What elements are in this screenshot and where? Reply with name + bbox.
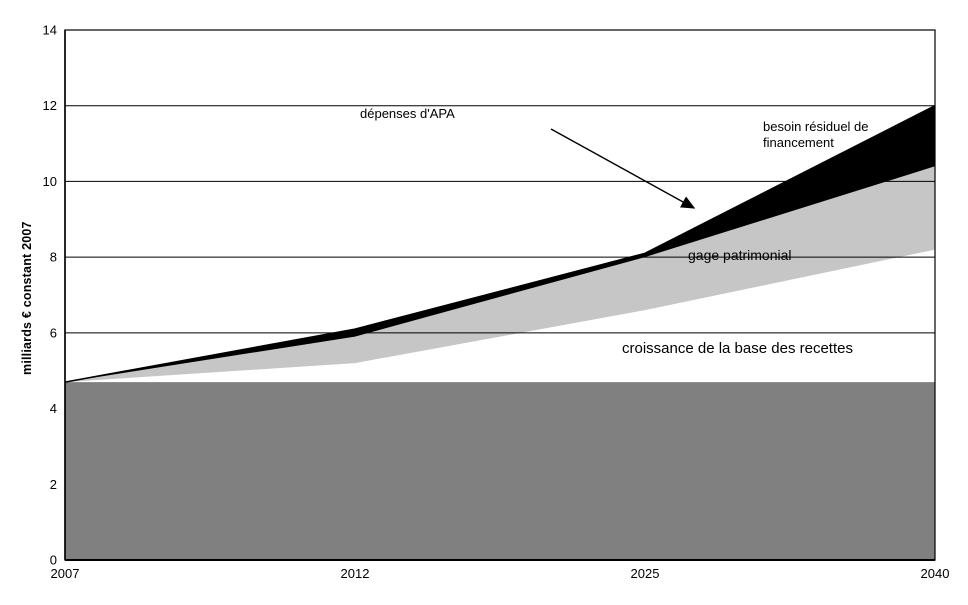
- y-tick-label: 6: [50, 325, 57, 340]
- area-0: [65, 382, 935, 560]
- depenses-apa-line: [64, 104, 936, 383]
- y-tick-label: 2: [50, 477, 57, 492]
- y-axis-title: milliards € constant 2007: [20, 221, 34, 375]
- y-tick-label: 8: [50, 250, 57, 265]
- label-besoin-residuel-financement: besoin résiduel de financement: [763, 119, 869, 151]
- area-1: [65, 249, 935, 383]
- label-depenses-apa: dépenses d'APA: [360, 106, 455, 121]
- depenses-apa-arrow: [550, 128, 696, 209]
- y-tick-label: 0: [50, 553, 57, 568]
- y-tick-label: 10: [43, 174, 57, 189]
- label-croissance-base-recettes: croissance de la base des recettes: [622, 340, 853, 357]
- y-tick-label: 4: [50, 401, 57, 416]
- y-tick-label: 12: [43, 98, 57, 113]
- label-gage-patrimonial: gage patrimonial: [688, 247, 792, 263]
- area-2: [65, 166, 935, 383]
- y-tick-label: 14: [43, 23, 57, 38]
- x-tick-label: 2012: [341, 566, 370, 581]
- x-tick-label: 2007: [51, 566, 80, 581]
- x-tick-label: 2025: [631, 566, 660, 581]
- x-tick-label: 2040: [921, 566, 950, 581]
